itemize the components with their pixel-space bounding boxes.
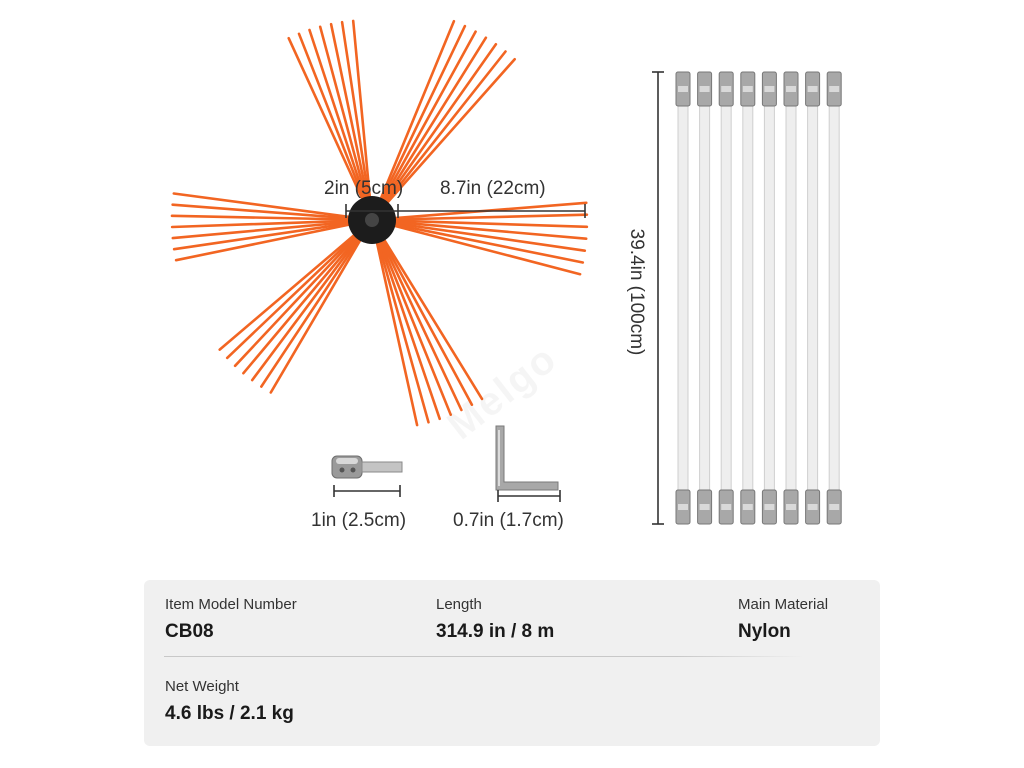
extension-rod	[740, 71, 756, 525]
main-material-value: Nylon	[738, 621, 791, 642]
brush-hub-center	[365, 213, 379, 227]
net-weight-value: 4.6 lbs / 2.1 kg	[165, 703, 294, 724]
bristle-strand	[385, 57, 517, 205]
bristle-strand	[308, 28, 367, 201]
net-weight-label: Net Weight	[165, 678, 239, 695]
bristle-strand	[392, 213, 589, 221]
extension-rod	[805, 71, 821, 525]
extension-rod	[826, 71, 842, 525]
bristle-strand	[218, 233, 357, 351]
bristle-strand	[172, 221, 352, 251]
bristle-strand	[392, 220, 588, 240]
adapter-length-label: 1in (2.5cm)	[311, 510, 407, 531]
bristle-strand	[382, 237, 484, 401]
bristle-strand	[383, 42, 498, 204]
extension-rod	[761, 71, 777, 525]
bristle-strand	[392, 221, 587, 252]
bristle-strand	[269, 237, 363, 394]
wrench-length-label: 0.7in (1.7cm)	[453, 510, 564, 531]
adapter-illustration	[331, 455, 403, 497]
extension-rod	[718, 71, 734, 525]
bristle-strand	[351, 19, 372, 200]
bristle-strand	[376, 239, 430, 424]
hex-wrench-illustration	[495, 425, 561, 502]
bristle-strand	[170, 214, 352, 221]
bristle-strand	[233, 234, 359, 368]
bristle-strand	[382, 36, 488, 203]
bristle-strand	[380, 238, 463, 412]
bristle-strand	[287, 36, 365, 202]
brush-head-illustration	[170, 19, 589, 427]
bristle-strand	[171, 220, 352, 240]
bristle-strand	[379, 19, 456, 201]
extension-rod	[675, 71, 691, 525]
bristle-length-dimension-line	[398, 204, 586, 218]
extension-rod	[783, 71, 799, 525]
specifications-panel: Item Model Number CB08 Length 314.9 in /…	[144, 580, 880, 746]
rod-length-label: 39.4in (100cm)	[626, 228, 647, 356]
bristle-strand	[318, 25, 368, 200]
bristle-strand	[172, 192, 352, 219]
bristle-strand	[250, 236, 361, 382]
bristle-strand	[260, 237, 362, 388]
nylon-bristles	[170, 19, 589, 427]
bristle-strand	[225, 233, 358, 360]
bristle-strand	[392, 219, 589, 229]
bristle-strand	[375, 240, 419, 427]
bristle-strand	[381, 30, 477, 202]
bristle-strand	[242, 235, 360, 375]
model-number-label: Item Model Number	[165, 596, 297, 613]
bristle-strand	[381, 238, 474, 407]
rod-length-dimension-line	[652, 71, 664, 525]
model-number-value: CB08	[165, 621, 214, 642]
bristle-strand	[171, 203, 352, 220]
bristle-strand	[340, 20, 370, 200]
extension-rods-illustration	[652, 71, 842, 525]
bristle-strand	[174, 223, 352, 262]
bristle-strand	[392, 223, 585, 264]
bristle-strand	[392, 224, 582, 276]
rods-group	[675, 71, 842, 525]
main-material-label: Main Material	[738, 596, 829, 613]
bristle-strand	[170, 219, 352, 229]
bristle-strand	[378, 239, 453, 417]
length-label: Length	[436, 596, 482, 613]
bristle-length-label: 8.7in (22cm)	[440, 178, 546, 199]
bristle-strand	[380, 24, 467, 202]
extension-rod	[697, 71, 713, 525]
length-value: 314.9 in / 8 m	[436, 621, 555, 642]
bristle-strand	[329, 22, 369, 200]
bristle-strand	[297, 32, 366, 201]
bristle-strand	[377, 239, 442, 421]
bristle-strand	[384, 50, 507, 205]
spec-divider	[164, 656, 804, 657]
hub-width-label: 2in (5cm)	[324, 178, 404, 199]
